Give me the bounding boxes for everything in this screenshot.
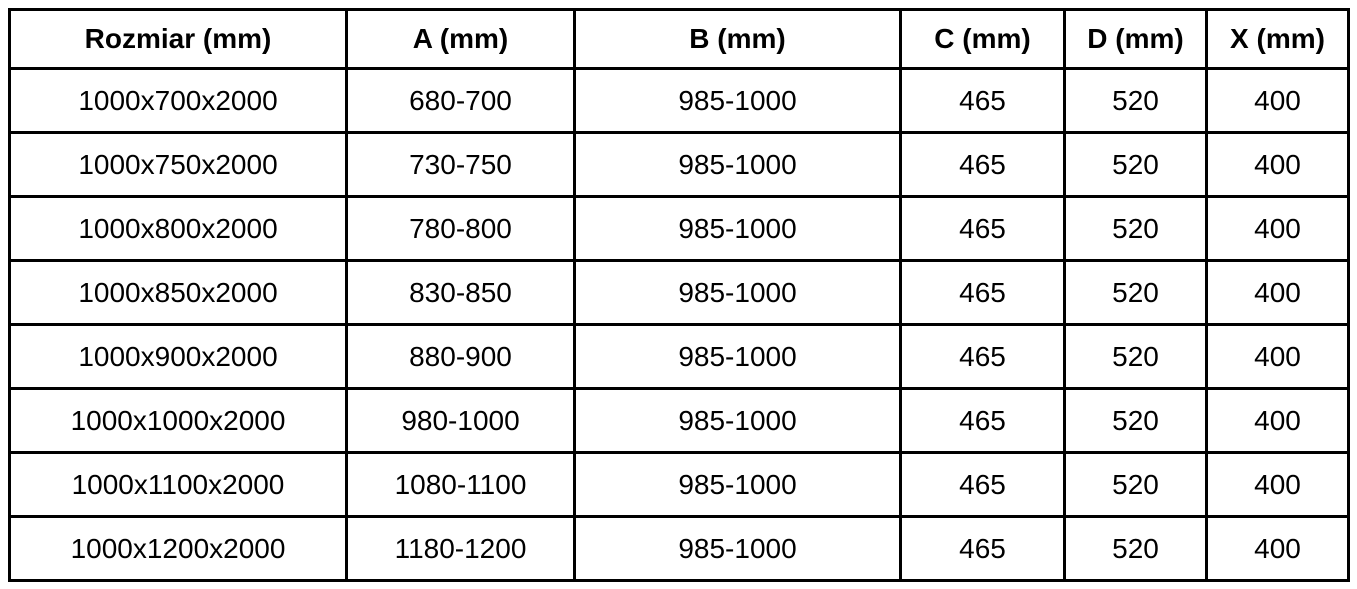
cell-rozmiar: 1000x750x2000 [8, 131, 348, 198]
cell-x: 400 [1205, 131, 1350, 198]
header-cell-rozmiar: Rozmiar (mm) [8, 8, 348, 70]
cell-x: 400 [1205, 515, 1350, 582]
cell-a: 780-800 [345, 195, 576, 262]
cell-d: 520 [1063, 515, 1208, 582]
table-row: 1000x1000x2000 980-1000 985-1000 465 520… [8, 387, 1350, 454]
cell-d: 520 [1063, 323, 1208, 390]
header-cell-d: D (mm) [1063, 8, 1208, 70]
cell-c: 465 [899, 451, 1066, 518]
cell-d: 520 [1063, 259, 1208, 326]
table-row: 1000x700x2000 680-700 985-1000 465 520 4… [8, 67, 1350, 134]
cell-d: 520 [1063, 67, 1208, 134]
cell-x: 400 [1205, 451, 1350, 518]
cell-c: 465 [899, 323, 1066, 390]
cell-a: 830-850 [345, 259, 576, 326]
header-cell-b: B (mm) [573, 8, 902, 70]
cell-a: 730-750 [345, 131, 576, 198]
cell-c: 465 [899, 515, 1066, 582]
size-spec-table: Rozmiar (mm) A (mm) B (mm) C (mm) D (mm)… [8, 8, 1350, 582]
cell-b: 985-1000 [573, 515, 902, 582]
cell-rozmiar: 1000x900x2000 [8, 323, 348, 390]
header-cell-c: C (mm) [899, 8, 1066, 70]
table-row: 1000x1200x2000 1180-1200 985-1000 465 52… [8, 515, 1350, 582]
cell-a: 1180-1200 [345, 515, 576, 582]
cell-a: 880-900 [345, 323, 576, 390]
header-cell-a: A (mm) [345, 8, 576, 70]
cell-a: 1080-1100 [345, 451, 576, 518]
table-header-row: Rozmiar (mm) A (mm) B (mm) C (mm) D (mm)… [8, 8, 1350, 70]
cell-x: 400 [1205, 67, 1350, 134]
cell-c: 465 [899, 67, 1066, 134]
table-row: 1000x900x2000 880-900 985-1000 465 520 4… [8, 323, 1350, 390]
cell-x: 400 [1205, 195, 1350, 262]
size-spec-table-container: Rozmiar (mm) A (mm) B (mm) C (mm) D (mm)… [8, 8, 1350, 582]
table-row: 1000x1100x2000 1080-1100 985-1000 465 52… [8, 451, 1350, 518]
cell-rozmiar: 1000x700x2000 [8, 67, 348, 134]
cell-x: 400 [1205, 387, 1350, 454]
cell-b: 985-1000 [573, 451, 902, 518]
cell-b: 985-1000 [573, 259, 902, 326]
cell-b: 985-1000 [573, 67, 902, 134]
cell-b: 985-1000 [573, 195, 902, 262]
table-row: 1000x750x2000 730-750 985-1000 465 520 4… [8, 131, 1350, 198]
cell-c: 465 [899, 387, 1066, 454]
cell-a: 680-700 [345, 67, 576, 134]
cell-rozmiar: 1000x1100x2000 [8, 451, 348, 518]
cell-rozmiar: 1000x800x2000 [8, 195, 348, 262]
table-row: 1000x800x2000 780-800 985-1000 465 520 4… [8, 195, 1350, 262]
header-cell-x: X (mm) [1205, 8, 1350, 70]
cell-rozmiar: 1000x1000x2000 [8, 387, 348, 454]
cell-c: 465 [899, 195, 1066, 262]
cell-b: 985-1000 [573, 131, 902, 198]
cell-rozmiar: 1000x850x2000 [8, 259, 348, 326]
cell-d: 520 [1063, 131, 1208, 198]
cell-a: 980-1000 [345, 387, 576, 454]
cell-d: 520 [1063, 451, 1208, 518]
cell-b: 985-1000 [573, 323, 902, 390]
cell-c: 465 [899, 259, 1066, 326]
cell-c: 465 [899, 131, 1066, 198]
cell-rozmiar: 1000x1200x2000 [8, 515, 348, 582]
cell-b: 985-1000 [573, 387, 902, 454]
cell-x: 400 [1205, 323, 1350, 390]
cell-d: 520 [1063, 387, 1208, 454]
table-row: 1000x850x2000 830-850 985-1000 465 520 4… [8, 259, 1350, 326]
cell-d: 520 [1063, 195, 1208, 262]
cell-x: 400 [1205, 259, 1350, 326]
